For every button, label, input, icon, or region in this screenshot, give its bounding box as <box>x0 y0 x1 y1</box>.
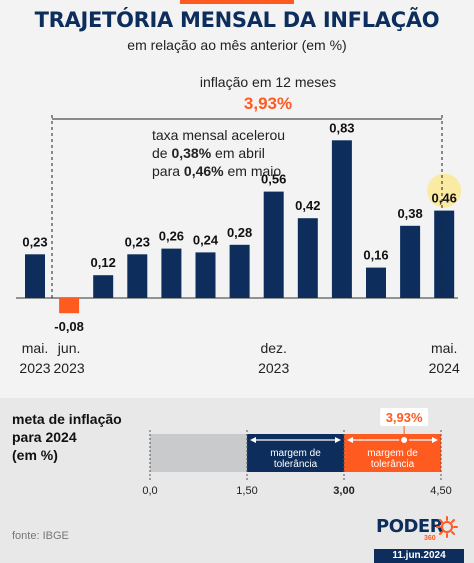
bar-value-label: 0,28 <box>227 225 252 240</box>
bar <box>59 298 80 314</box>
x-tick-label: 2023 <box>54 360 85 376</box>
bar-value-label: 0,56 <box>261 172 286 187</box>
current-value-box <box>380 408 429 426</box>
chart-subtitle: em relação ao mês anterior (em %) <box>127 37 347 53</box>
upper-margin-label-2: tolerância <box>371 459 415 470</box>
bar <box>434 210 455 298</box>
twelve-month-value: 3,93% <box>244 94 292 113</box>
bar-value-label: 0,16 <box>363 248 388 263</box>
bar-value-label: -0,08 <box>54 319 84 334</box>
bar <box>331 140 352 298</box>
twelve-month-label: inflação em 12 meses <box>200 74 336 90</box>
upper-margin-arrow-head-left <box>347 437 353 443</box>
bar-value-label: 0,46 <box>432 191 457 206</box>
upper-margin-arrow-head-right <box>432 437 438 443</box>
sun-icon <box>436 516 458 538</box>
x-tick-label: 2024 <box>429 360 460 376</box>
bar <box>161 248 182 298</box>
x-tick-label: mai. <box>431 340 457 356</box>
highlight-circle <box>427 173 462 208</box>
top-accent-bar <box>180 0 294 4</box>
range-tick-label: 1,50 <box>236 485 257 497</box>
note-line-3: para 0,46% em maio <box>152 163 281 179</box>
lower-margin-arrow-head-left <box>250 437 256 443</box>
bar <box>263 191 284 298</box>
bar <box>400 225 421 298</box>
bar <box>229 244 250 298</box>
bar-value-label: 0,23 <box>125 234 150 249</box>
bar-value-label: 0,12 <box>91 255 116 270</box>
brand-logo-sub: 360 <box>424 535 436 542</box>
bar-value-label: 0,24 <box>193 232 219 247</box>
lower-margin-label-1: margem de <box>270 448 321 459</box>
publication-date: 11.jun.2024 <box>374 549 464 563</box>
brand-logo: PODER <box>376 516 444 537</box>
lower-margin-label-2: tolerância <box>274 459 318 470</box>
bar <box>195 252 216 298</box>
below-range-band <box>150 434 247 472</box>
range-tick-label: 3,00 <box>333 485 354 497</box>
x-tick-label: 2023 <box>19 360 50 376</box>
bar-value-label: 0,83 <box>329 120 354 135</box>
x-tick-label: jun. <box>57 340 81 356</box>
current-value-label: 3,93% <box>386 410 423 425</box>
range-tick-label: 0,0 <box>142 485 157 497</box>
bar <box>127 254 148 298</box>
bar-value-label: 0,42 <box>295 198 320 213</box>
x-tick-label: 2023 <box>258 360 289 376</box>
upper-margin-label-1: margem de <box>367 448 418 459</box>
note-line-1: taxa mensal acelerou <box>152 127 285 143</box>
range-tick-label: 4,50 <box>430 485 451 497</box>
lower-margin-arrow-head-right <box>335 437 341 443</box>
chart-title: TRAJETÓRIA MENSAL DA INFLAÇÃO <box>34 8 440 32</box>
bar <box>25 254 45 298</box>
x-tick-label: dez. <box>260 340 286 356</box>
x-tick-label: mai. <box>22 340 48 356</box>
bar-value-label: 0,23 <box>22 234 47 249</box>
note-line-2: de 0,38% em abril <box>152 145 265 161</box>
bar <box>297 218 318 298</box>
source-note: fonte: IBGE <box>12 530 69 542</box>
bar-value-label: 0,38 <box>397 206 422 221</box>
bar <box>93 275 114 298</box>
bar <box>366 267 386 298</box>
current-value-marker <box>399 435 410 445</box>
bar-chart: 0,23 -0,08 0,12 0,23 0,26 0,24 0,28 0,56 0,42 0,8… <box>16 74 462 376</box>
bar-value-label: 0,26 <box>159 229 184 244</box>
target-label: meta de inflação para 2024 (em %) <box>12 411 122 463</box>
